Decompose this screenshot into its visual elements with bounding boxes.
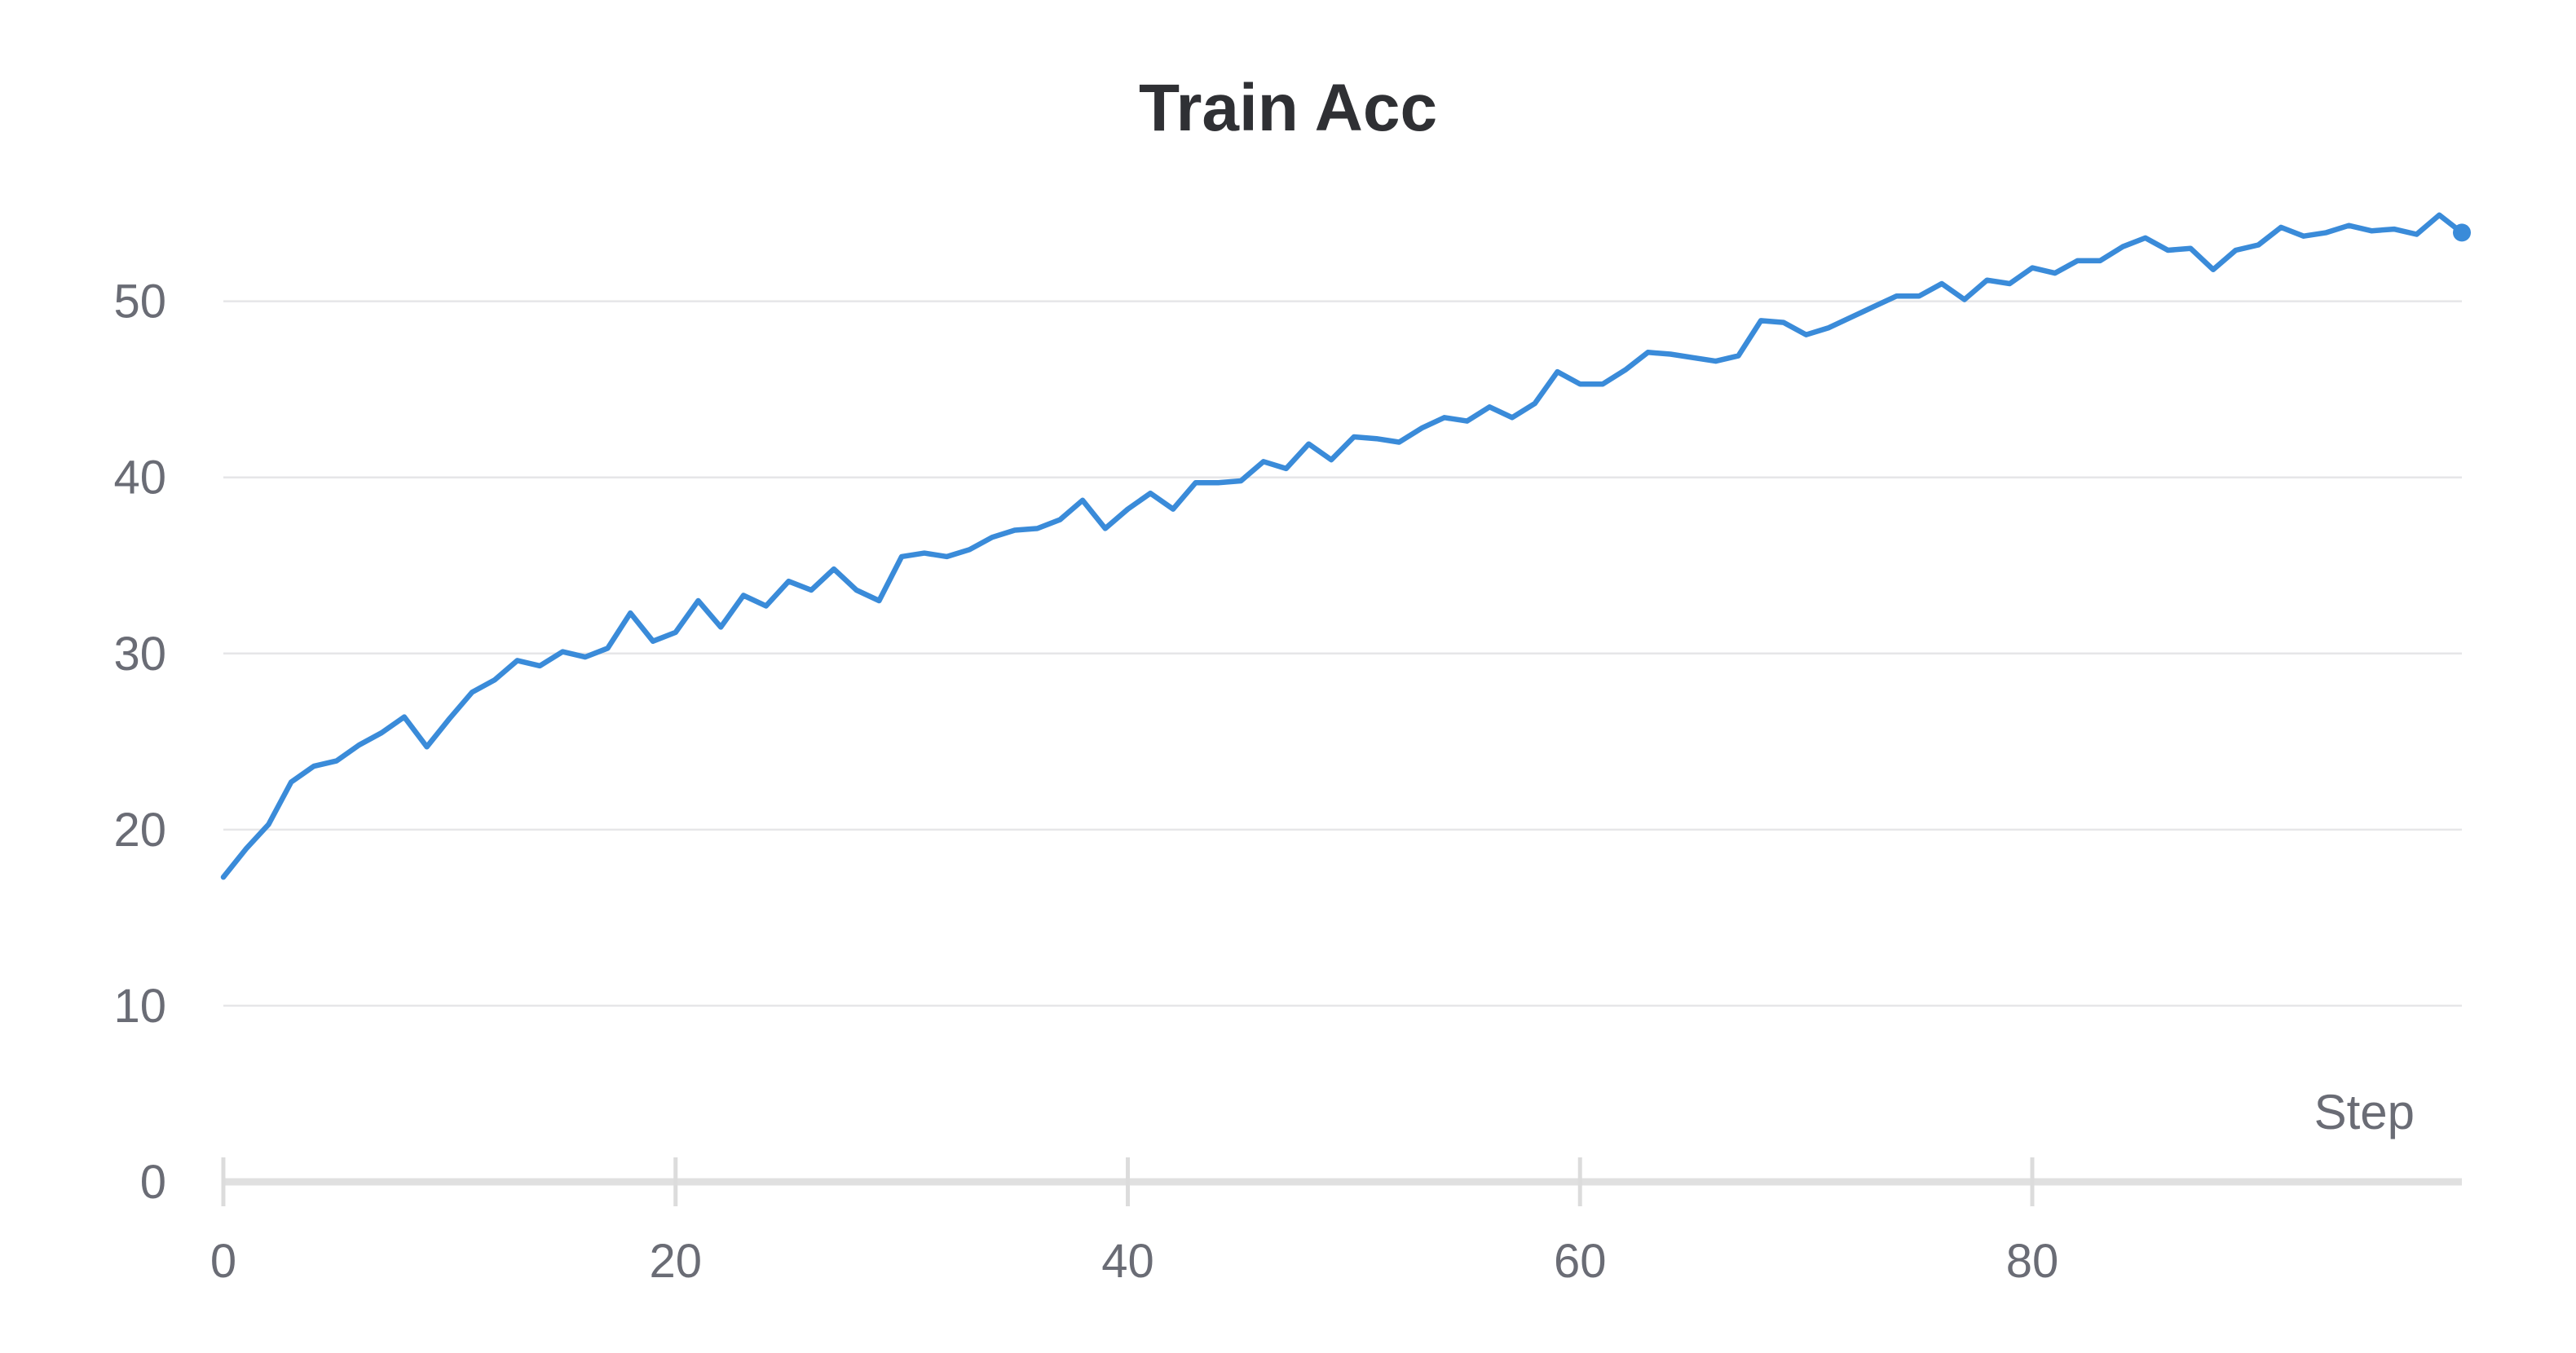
y-tick-label-50: 50 <box>113 275 166 328</box>
series-end-point-0 <box>2453 223 2471 242</box>
series-layer <box>220 212 2471 880</box>
series-line-0 <box>220 212 2465 880</box>
x-axis-label: Step <box>2314 1085 2415 1139</box>
x-axis-tick-labels: 0 20 40 60 80 <box>210 1235 2058 1288</box>
x-tick-label-20: 20 <box>649 1235 702 1288</box>
y-tick-label-10: 10 <box>113 980 166 1033</box>
x-tick-label-60: 60 <box>1554 1235 1607 1288</box>
x-tick-label-80: 80 <box>2006 1235 2059 1288</box>
y-tick-label-20: 20 <box>113 804 166 857</box>
y-axis-tick-labels: 0 10 20 30 40 50 <box>113 275 166 1209</box>
x-tick-label-40: 40 <box>1101 1235 1154 1288</box>
y-tick-label-40: 40 <box>113 452 166 505</box>
chart-title: Train Acc <box>1139 71 1437 145</box>
y-tick-label-30: 30 <box>113 628 166 681</box>
x-axis <box>221 1157 2462 1206</box>
y-tick-label-0: 0 <box>140 1156 166 1209</box>
x-tick-label-0: 0 <box>210 1235 236 1288</box>
